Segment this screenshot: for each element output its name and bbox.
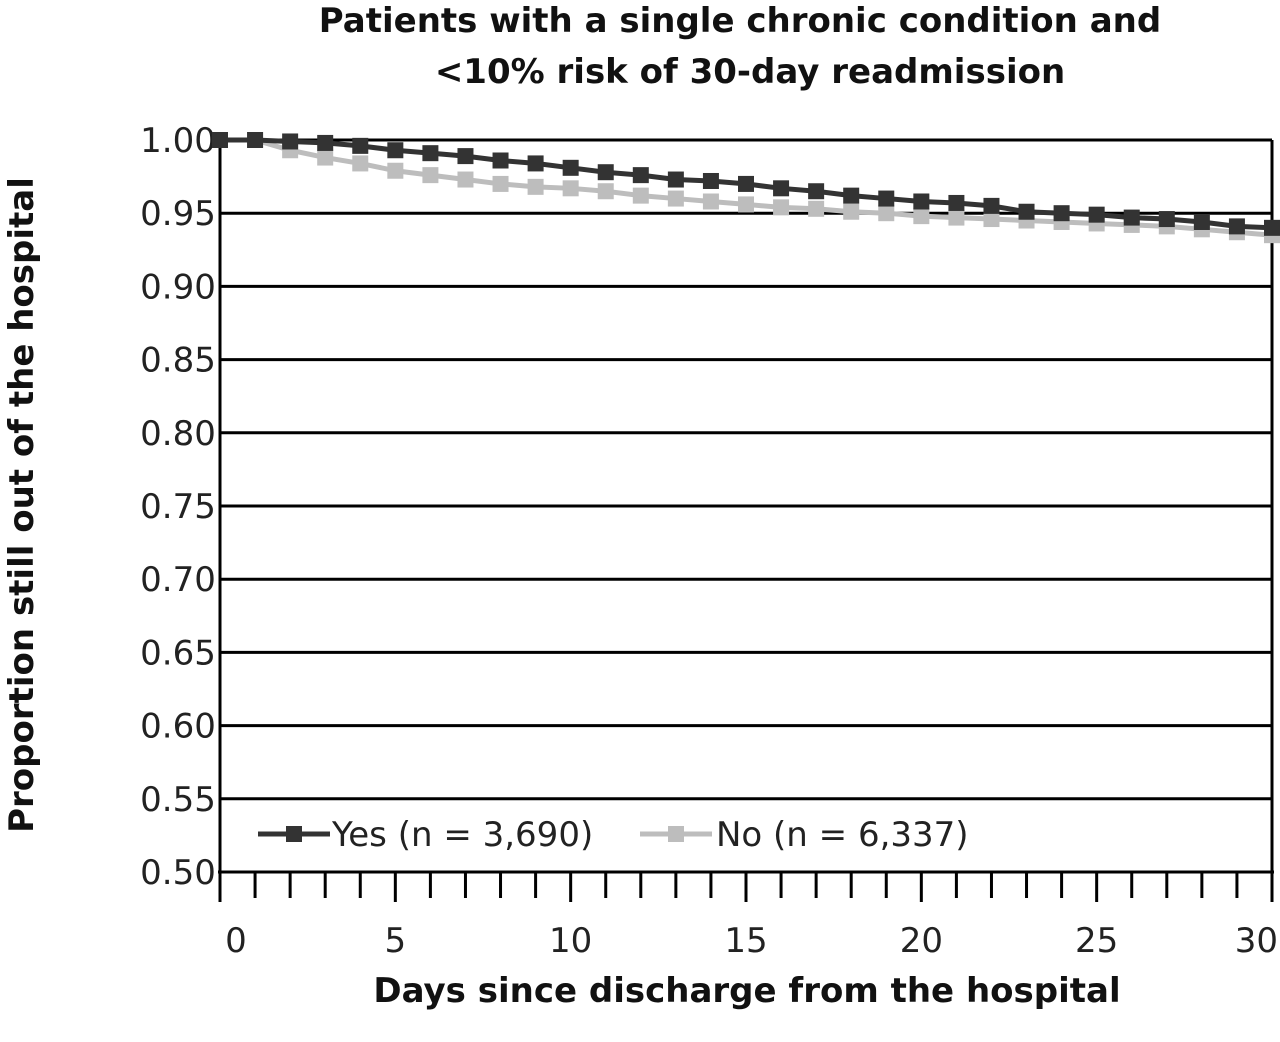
data-point-marker — [948, 209, 965, 226]
data-point-marker — [422, 167, 439, 184]
data-point-marker — [352, 155, 369, 172]
data-point-marker — [1264, 219, 1280, 236]
data-point-marker — [808, 183, 825, 200]
data-point-marker — [352, 137, 369, 154]
data-point-marker — [913, 193, 930, 210]
data-point-marker — [773, 199, 790, 216]
data-point-marker — [667, 171, 684, 188]
data-point-marker — [702, 172, 719, 189]
y-tick-label: 1.00 — [140, 121, 216, 161]
legend-item-no: No (n = 6,337) — [640, 815, 969, 855]
legend-swatch-marker — [286, 826, 302, 842]
data-point-marker — [948, 194, 965, 211]
data-point-marker — [317, 134, 334, 151]
x-tick-label: 10 — [549, 921, 592, 961]
y-tick-label: 0.95 — [140, 194, 216, 234]
data-point-marker — [527, 155, 544, 172]
data-series — [212, 132, 1280, 244]
legend-item-yes: Yes (n = 3,690) — [258, 815, 593, 855]
data-point-marker — [632, 187, 649, 204]
data-point-marker — [1088, 206, 1105, 223]
x-tick-label: 5 — [385, 921, 407, 961]
data-point-marker — [597, 164, 614, 181]
data-point-marker — [282, 133, 299, 150]
data-point-marker — [738, 196, 754, 213]
y-tick-label: 0.70 — [140, 560, 216, 600]
y-tick-label: 0.50 — [140, 853, 216, 893]
y-tick-label: 0.90 — [140, 267, 216, 307]
data-point-marker — [527, 178, 544, 195]
data-point-marker — [1018, 203, 1035, 220]
data-point-marker — [878, 190, 895, 207]
data-point-marker — [562, 159, 579, 176]
chart-title-line-2: <10% risk of 30-day readmission — [435, 52, 1065, 92]
series-yes — [212, 132, 1280, 236]
data-point-marker — [983, 211, 1000, 228]
legend-label: Yes (n = 3,690) — [331, 815, 593, 855]
data-point-marker — [1123, 209, 1140, 226]
data-point-marker — [492, 152, 509, 169]
data-point-marker — [247, 132, 264, 148]
data-point-marker — [843, 203, 860, 220]
data-point-marker — [808, 200, 825, 217]
y-tick-label: 0.55 — [140, 780, 216, 820]
y-axis-ticks: 0.50 0.55 0.60 0.65 0.70 0.75 0.80 0.85 0.90 0.95… — [140, 121, 216, 893]
legend-label: No (n = 6,337) — [716, 815, 969, 855]
y-tick-label: 0.75 — [140, 487, 216, 527]
x-axis-ticks: 0 5 10 15 20 25 30 — [218, 872, 1278, 961]
data-point-marker — [317, 149, 334, 166]
data-point-marker — [457, 148, 474, 165]
data-point-marker — [1053, 205, 1070, 222]
data-point-marker — [913, 208, 930, 225]
x-tick-label: 30 — [1235, 921, 1278, 961]
grid-lines — [220, 138, 1272, 874]
x-tick-label: 25 — [1075, 921, 1118, 961]
data-point-marker — [632, 167, 649, 184]
data-point-marker — [212, 132, 228, 148]
y-tick-label: 0.85 — [140, 341, 216, 381]
data-point-marker — [773, 180, 790, 197]
data-point-marker — [492, 175, 509, 192]
x-tick-label: 0 — [225, 921, 247, 961]
y-tick-label: 0.60 — [140, 707, 216, 747]
data-point-marker — [457, 171, 474, 188]
data-point-marker — [878, 205, 895, 222]
data-point-marker — [1228, 218, 1245, 235]
x-tick-label: 20 — [900, 921, 943, 961]
data-point-marker — [387, 142, 404, 159]
chart-title: Patients with a single chronic condition… — [319, 1, 1161, 92]
legend-swatch-marker — [668, 826, 684, 842]
y-tick-label: 0.65 — [140, 633, 216, 673]
data-point-marker — [597, 183, 614, 200]
data-point-marker — [422, 145, 439, 162]
y-axis-label: Proportion still out of the hospital — [2, 177, 42, 833]
data-point-marker — [1158, 211, 1175, 228]
x-axis-label: Days since discharge from the hospital — [373, 971, 1120, 1011]
chart-title-line-1: Patients with a single chronic condition… — [319, 1, 1161, 41]
y-tick-label: 0.80 — [140, 414, 216, 454]
data-point-marker — [843, 187, 860, 204]
data-point-marker — [1193, 213, 1210, 230]
data-point-marker — [983, 197, 1000, 214]
data-point-marker — [387, 162, 404, 179]
data-point-marker — [702, 193, 719, 210]
data-point-marker — [738, 175, 754, 192]
x-tick-label: 15 — [724, 921, 767, 961]
data-point-marker — [667, 190, 684, 207]
legend: Yes (n = 3,690) No (n = 6,337) — [258, 815, 969, 855]
data-point-marker — [562, 180, 579, 197]
